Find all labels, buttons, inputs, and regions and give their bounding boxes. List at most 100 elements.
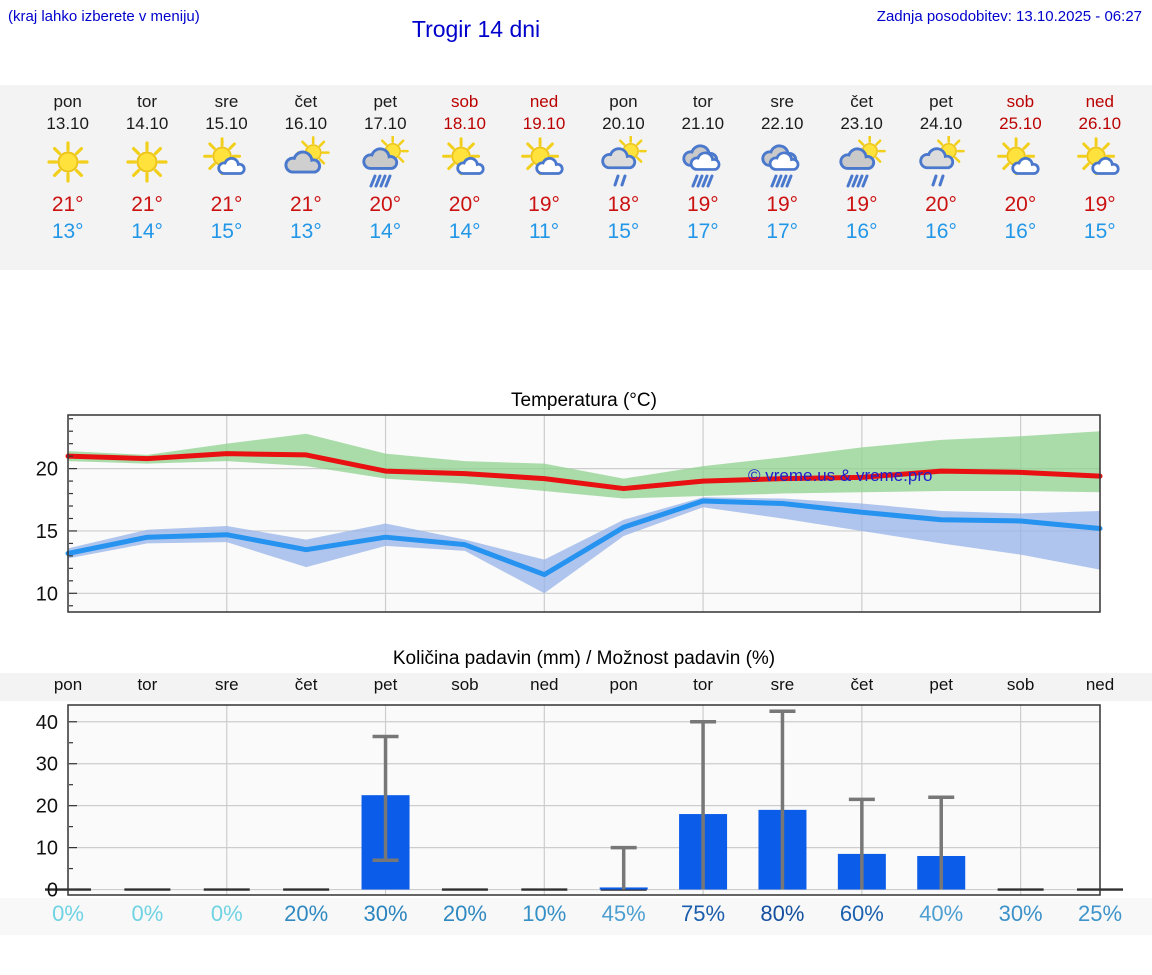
day-name: čet <box>294 92 318 111</box>
sun-icon <box>123 136 171 188</box>
day-name: pet <box>929 92 953 111</box>
temp-y-tick-label: 20 <box>36 459 58 481</box>
precip-day-label: pon <box>609 675 638 694</box>
day-column[interactable]: sre 22.10 19° 17° <box>743 85 822 270</box>
sun-cloud-icon <box>520 136 568 188</box>
high-temp: 21° <box>210 193 243 216</box>
low-temp: 17° <box>766 220 799 243</box>
low-temp: 16° <box>925 220 957 243</box>
precip-y-tick-label: 30 <box>36 754 58 776</box>
low-temp: 17° <box>686 220 719 243</box>
band-max-temperatura <box>68 431 1100 499</box>
precip-probability: 30% <box>363 901 408 926</box>
precip-probability: 20% <box>442 901 487 926</box>
day-column[interactable]: pet 17.10 20° 14° <box>346 85 425 270</box>
day-column[interactable]: sob 18.10 20° 14° <box>425 85 504 270</box>
temperature-chart-title: Temperatura (°C) <box>511 390 657 411</box>
day-column[interactable]: tor 14.10 21° 14° <box>107 85 186 270</box>
low-temp: 14° <box>131 220 163 243</box>
precip-day-label: čet <box>850 675 874 694</box>
day-column[interactable]: ned 19.10 19° 11° <box>504 85 583 270</box>
sun-icon <box>44 136 92 188</box>
precip-probability-row: 0% 0% 0% 20% 30% 20% 10% 45% 75% 80% 60% 40% 30% 25% <box>0 898 1152 935</box>
precip-y-ticks <box>69 721 77 891</box>
high-temp: 19° <box>766 193 799 216</box>
forecast-strip: pon 13.10 21° 13° tor 14.10 21° 14° sre 15.10 21° 1… <box>0 85 1152 270</box>
rain-icon <box>758 136 806 188</box>
day-column[interactable]: sob 25.10 20° 16° <box>981 85 1060 270</box>
low-temp: 16° <box>845 220 878 243</box>
sun-gray-cloud-icon <box>282 136 330 188</box>
precip-probability: 60% <box>839 901 884 926</box>
precip-probability: 75% <box>681 901 726 926</box>
day-date: 13.10 <box>46 114 89 133</box>
rain-icon <box>679 136 727 188</box>
day-date: 20.10 <box>602 114 645 133</box>
day-column[interactable]: ned 26.10 19° 15° <box>1060 85 1139 270</box>
day-date: 22.10 <box>760 114 804 133</box>
precip-day-label: čet <box>294 675 318 694</box>
sun-rain-icon <box>361 136 409 188</box>
precip-probability: 25% <box>1077 901 1123 926</box>
last-update-text: Zadnja posodobitev: 13.10.2025 - 06:27 <box>876 8 1142 25</box>
day-name: sre <box>770 92 795 111</box>
sun-cloud-icon <box>202 136 250 188</box>
day-name: tor <box>137 92 157 111</box>
day-column[interactable]: pon 20.10 18° 15° <box>584 85 663 270</box>
precipitation-chart: 0 10 20 30 40 <box>36 704 1123 899</box>
day-name: sob <box>1006 92 1035 111</box>
day-name: čet <box>850 92 873 111</box>
temp-y-tick-label: 15 <box>36 521 58 543</box>
precip-day-label: sob <box>1006 675 1035 694</box>
day-name: pet <box>373 92 398 111</box>
sun-rain-icon <box>838 136 886 188</box>
day-date: 18.10 <box>443 114 486 133</box>
precip-day-label: tor <box>137 675 158 694</box>
low-temp: 13° <box>51 220 84 243</box>
precip-y-tick-label: 10 <box>36 838 58 860</box>
low-temp: 15° <box>1083 220 1116 243</box>
day-date: 16.10 <box>284 114 328 133</box>
precip-probability: 30% <box>998 901 1043 926</box>
high-temp: 19° <box>1083 193 1116 216</box>
temperature-chart: 10 15 20 <box>36 414 1103 613</box>
day-date: 26.10 <box>1078 114 1122 133</box>
low-temp: 13° <box>289 220 322 243</box>
precip-y-tick-label: 0 <box>47 880 58 899</box>
day-column[interactable]: tor 21.10 19° 17° <box>663 85 742 270</box>
precip-probability: 40% <box>919 901 964 926</box>
sun-cloud-icon <box>996 136 1044 188</box>
day-column[interactable]: čet 16.10 21° 13° <box>266 85 345 270</box>
precip-probability: 45% <box>601 901 646 926</box>
day-date: 14.10 <box>125 114 169 133</box>
precip-probability: 10% <box>522 901 567 926</box>
day-name: pon <box>53 92 82 111</box>
precip-day-label: sre <box>770 675 795 694</box>
low-temp: 11° <box>528 220 560 243</box>
watermark: © vreme.us & vreme.pro <box>748 466 933 485</box>
line-max-temperatura <box>65 451 1103 492</box>
menu-hint-link[interactable]: (kraj lahko izberete v meniju) <box>8 8 200 25</box>
day-date: 23.10 <box>840 114 883 133</box>
high-temp: 19° <box>845 193 878 216</box>
sun-cloud-icon <box>1076 136 1124 188</box>
day-name: ned <box>529 92 559 111</box>
day-column[interactable]: sre 15.10 21° 15° <box>187 85 266 270</box>
low-temp: 15° <box>607 220 640 243</box>
precip-day-label: sre <box>214 675 239 694</box>
high-temp: 21° <box>51 193 84 216</box>
line-min-temperatura <box>65 498 1103 578</box>
temp-plot-border <box>67 414 1101 613</box>
day-column[interactable]: pon 13.10 21° 13° <box>28 85 107 270</box>
precip-day-label: pet <box>373 675 398 694</box>
precip-day-label: sob <box>451 675 479 694</box>
day-column[interactable]: čet 23.10 19° 16° <box>822 85 901 270</box>
precip-probability: 0% <box>52 901 84 926</box>
low-temp: 16° <box>1004 220 1037 243</box>
day-column[interactable]: pet 24.10 20° 16° <box>901 85 980 270</box>
precip-day-label: pon <box>53 675 83 694</box>
day-date: 15.10 <box>205 114 248 133</box>
low-temp: 14° <box>448 220 481 243</box>
high-temp: 20° <box>925 193 957 216</box>
day-name: sob <box>450 92 479 111</box>
